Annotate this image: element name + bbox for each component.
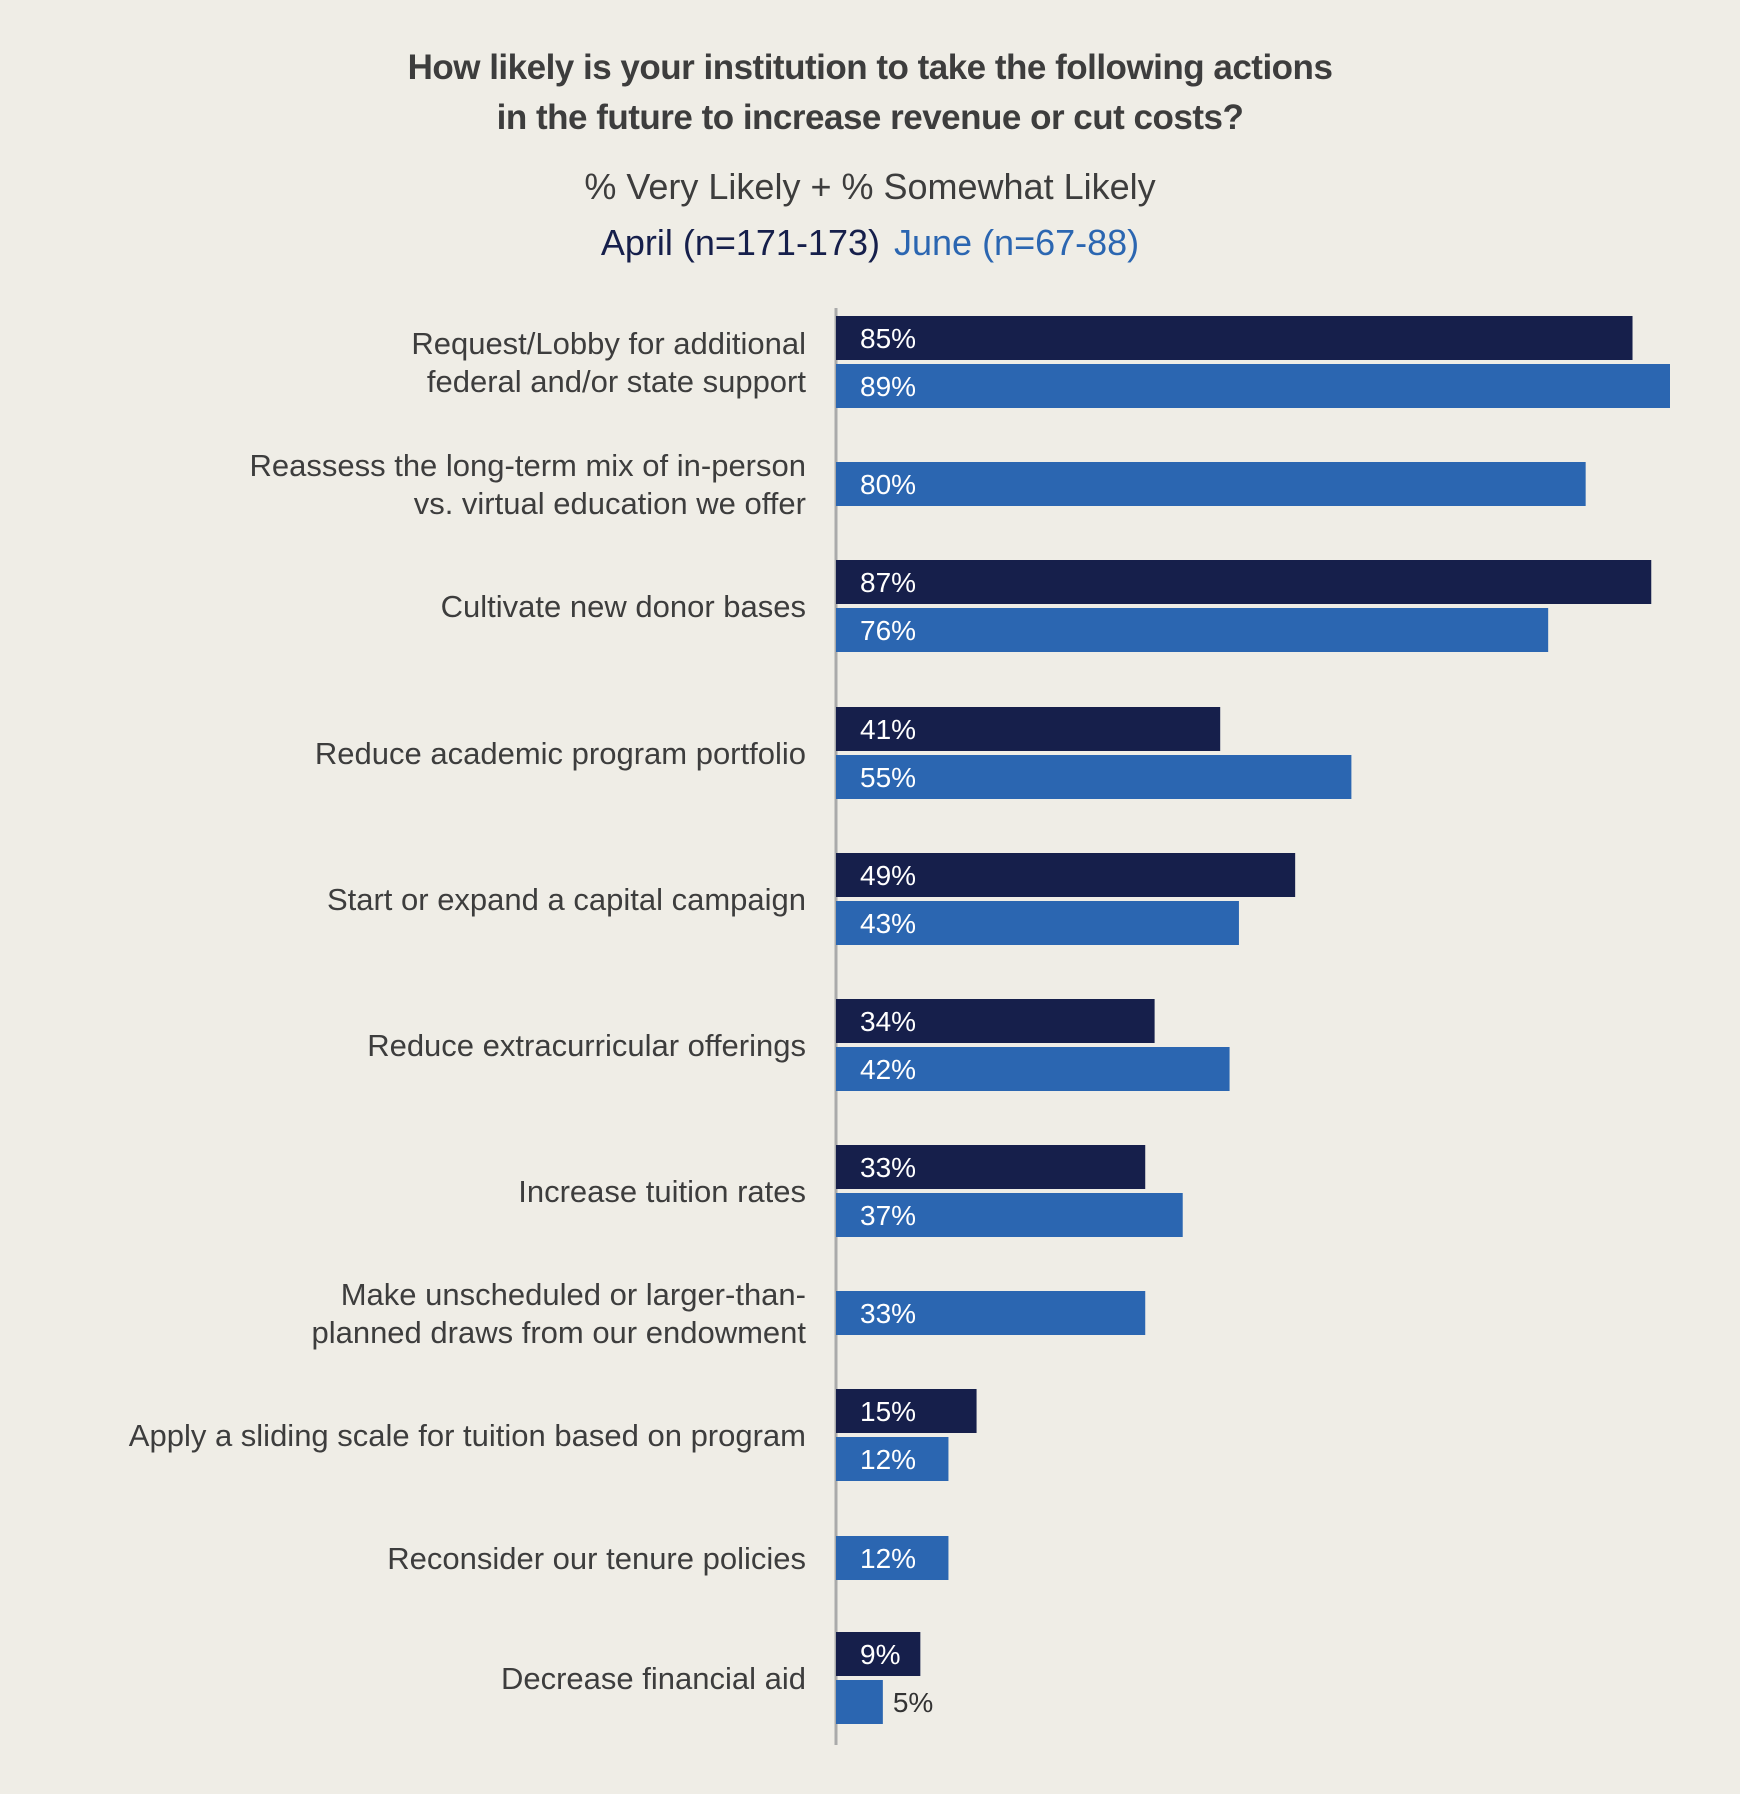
bar-value-label-april-4: 49% (860, 860, 916, 891)
bar-june-9 (836, 1536, 949, 1580)
chart-title-line-2: in the future to increase revenue or cut… (496, 98, 1244, 137)
bar-value-label-june-9: 12% (860, 1543, 916, 1574)
bar-april-4 (836, 853, 1296, 897)
bar-june-6 (836, 1193, 1183, 1237)
legend-june: June (n=67-88) (894, 222, 1140, 263)
bar-june-5 (836, 1047, 1230, 1091)
bar-value-label-june-0: 89% (860, 371, 916, 402)
category-label-10-line-0: Decrease financial aid (501, 1661, 806, 1696)
bar-value-label-june-7: 33% (860, 1298, 916, 1329)
bar-june-1 (836, 462, 1586, 506)
category-label-7-line-0: Make unscheduled or larger-than- (341, 1277, 806, 1312)
category-label-1-line-0: Reassess the long-term mix of in-person (249, 448, 806, 483)
bar-value-label-april-10: 9% (860, 1639, 900, 1670)
bar-june-2 (836, 608, 1549, 652)
category-label-0-line-1: federal and/or state support (427, 364, 807, 399)
category-label-3-line-0: Reduce academic program portfolio (315, 736, 806, 771)
bar-value-label-april-8: 15% (860, 1396, 916, 1427)
bar-value-label-june-8: 12% (860, 1444, 916, 1475)
chart-subtitle: % Very Likely + % Somewhat Likely (584, 166, 1156, 207)
bar-value-label-june-5: 42% (860, 1054, 916, 1085)
bar-april-6 (836, 1145, 1146, 1189)
bar-june-10 (836, 1680, 883, 1724)
bar-june-3 (836, 755, 1352, 799)
bar-june-0 (836, 364, 1670, 408)
bar-april-0 (836, 316, 1633, 360)
category-label-6-line-0: Increase tuition rates (518, 1174, 806, 1209)
bar-june-8 (836, 1437, 949, 1481)
bar-value-label-april-5: 34% (860, 1006, 916, 1037)
bar-value-label-june-6: 37% (860, 1200, 916, 1231)
bar-june-4 (836, 901, 1239, 945)
bar-value-label-april-2: 87% (860, 567, 916, 598)
bar-april-3 (836, 707, 1221, 751)
bar-value-label-april-3: 41% (860, 714, 916, 745)
bar-april-2 (836, 560, 1652, 604)
bar-value-label-april-0: 85% (860, 323, 916, 354)
legend: April (n=171-173) June (n=67-88) (0, 222, 1740, 264)
category-label-7-line-1: planned draws from our endowment (311, 1315, 806, 1350)
legend-april: April (n=171-173) (600, 222, 880, 263)
category-label-8-line-0: Apply a sliding scale for tuition based … (129, 1418, 806, 1453)
category-label-1-line-1: vs. virtual education we offer (414, 486, 806, 521)
bar-value-label-june-1: 80% (860, 469, 916, 500)
bar-value-label-june-4: 43% (860, 908, 916, 939)
bar-april-8 (836, 1389, 977, 1433)
bar-value-label-june-10: 5% (893, 1687, 933, 1718)
bar-april-5 (836, 999, 1155, 1043)
bar-value-label-june-3: 55% (860, 762, 916, 793)
chart-title-line-1: How likely is your institution to take t… (407, 48, 1333, 87)
bar-value-label-april-6: 33% (860, 1152, 916, 1183)
category-label-5-line-0: Reduce extracurricular offerings (367, 1028, 806, 1063)
category-label-0-line-0: Request/Lobby for additional (411, 326, 806, 361)
category-label-4-line-0: Start or expand a capital campaign (327, 882, 806, 917)
bar-june-7 (836, 1291, 1146, 1335)
bar-value-label-june-2: 76% (860, 615, 916, 646)
category-label-9-line-0: Reconsider our tenure policies (387, 1541, 806, 1576)
category-label-2-line-0: Cultivate new donor bases (441, 589, 806, 624)
bar-april-10 (836, 1632, 921, 1676)
